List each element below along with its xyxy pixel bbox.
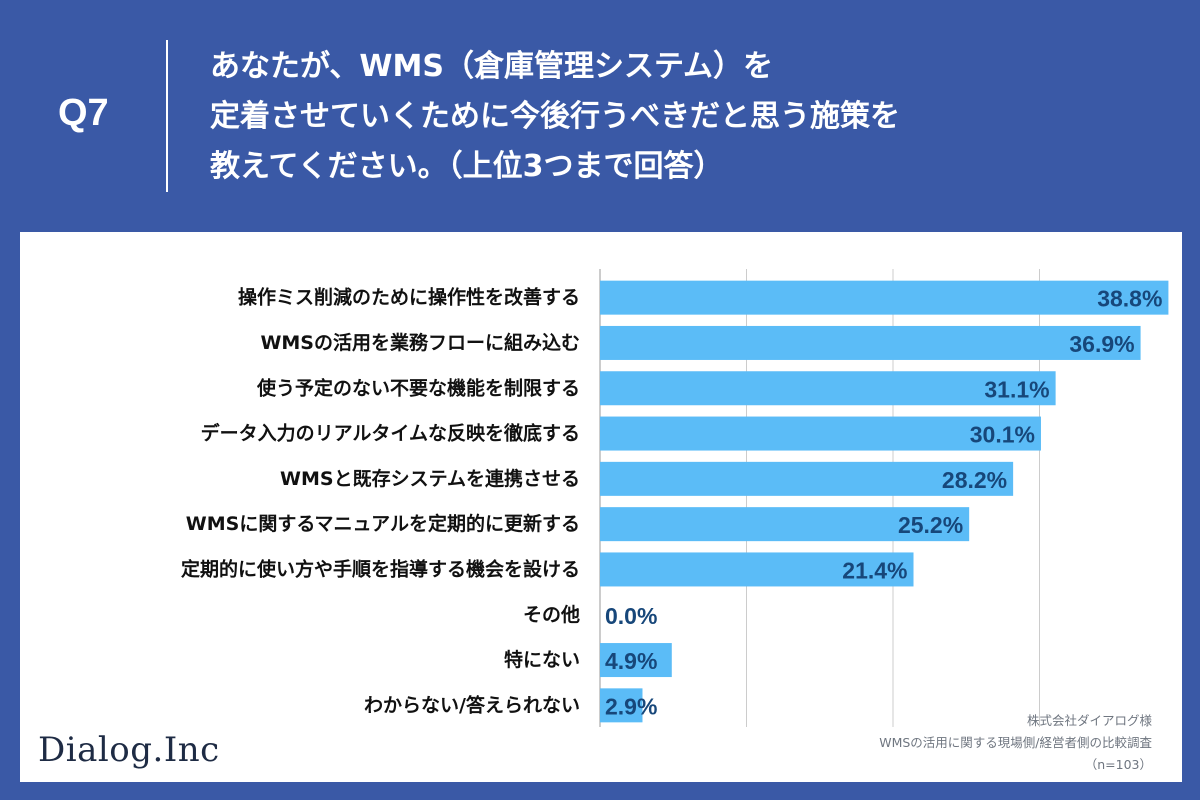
- category-label: 使う予定のない不要な機能を制限する: [256, 376, 580, 399]
- source-line: （n=103）: [1084, 757, 1152, 772]
- data-label: 30.1%: [970, 422, 1035, 448]
- bar: [600, 461, 1014, 496]
- data-label: 28.2%: [942, 467, 1007, 493]
- data-label: 25.2%: [898, 512, 963, 538]
- category-label: 定期的に使い方や手順を指導する機会を設ける: [181, 557, 580, 580]
- question-header: Q7 あなたが、WMS（倉庫管理システム）を 定着させていくために今後行うべきだ…: [0, 0, 1200, 230]
- data-label: 36.9%: [1069, 331, 1134, 357]
- category-label: その他: [523, 603, 580, 626]
- data-label: 21.4%: [842, 557, 907, 583]
- category-label: わからない/答えられない: [364, 693, 580, 716]
- header-divider: [166, 40, 168, 192]
- bar: [600, 643, 672, 678]
- bar: [600, 507, 970, 542]
- chart-panel: 操作ミス削減のために操作性を改善する 38.8% WMSの活用を業務フローに組み込む…: [20, 232, 1182, 782]
- category-label: WMSに関するマニュアルを定期的に更新する: [186, 512, 580, 535]
- data-label: 2.9%: [605, 693, 657, 719]
- bar: [600, 325, 1141, 360]
- category-label: 特にない: [504, 649, 580, 671]
- category-label: WMSの活用を業務フローに組み込む: [260, 331, 580, 354]
- bar: [600, 280, 1169, 315]
- category-label: データ入力のリアルタイムな反映を徹底する: [201, 422, 580, 445]
- source-line: 株式会社ダイアログ様: [1026, 713, 1152, 728]
- category-label: 操作ミス削減のために操作性を改善する: [238, 286, 580, 309]
- question-text: あなたが、WMS（倉庫管理システム）を 定着させていくために今後行うべきだと思う…: [210, 42, 1170, 192]
- question-line: 教えてください。（上位3つまで回答）: [210, 149, 724, 184]
- bar: [600, 416, 1041, 451]
- bar: [600, 688, 643, 723]
- question-number: Q7: [58, 92, 109, 134]
- data-label: 4.9%: [605, 648, 657, 674]
- bar: [600, 552, 914, 587]
- question-line: 定着させていくために今後行うべきだと思う施策を: [210, 99, 900, 134]
- question-line: あなたが、WMS（倉庫管理システム）を: [210, 49, 774, 84]
- data-label: 0.0%: [605, 603, 657, 629]
- bar-chart: 操作ミス削減のために操作性を改善する 38.8% WMSの活用を業務フローに組み込む…: [181, 269, 1169, 727]
- source-note: 株式会社ダイアログ様 WMSの活用に関する現場側/経営者側の比較調査 （n=10…: [879, 710, 1152, 776]
- data-label: 31.1%: [984, 376, 1049, 402]
- source-line: WMSの活用に関する現場側/経営者側の比較調査: [879, 735, 1152, 750]
- data-label: 38.8%: [1097, 286, 1162, 312]
- category-label: WMSと既存システムを連携させる: [280, 467, 580, 490]
- bar: [600, 371, 1056, 406]
- company-logo: Dialog.Inc: [38, 730, 220, 770]
- logo-text: Dialog.Inc: [38, 730, 220, 770]
